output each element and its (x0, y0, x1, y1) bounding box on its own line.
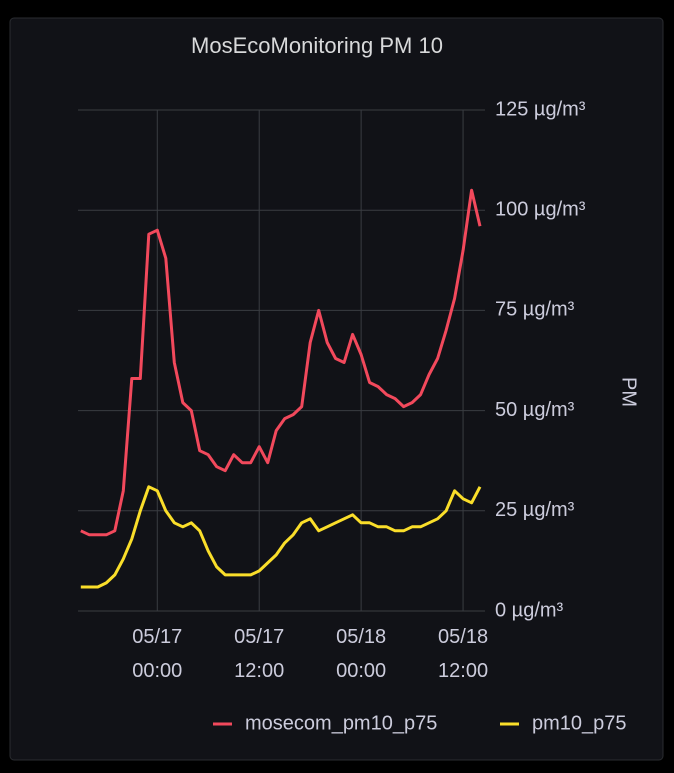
y-tick-label: 100 µg/m³ (495, 198, 586, 220)
legend-label: pm10_p75 (532, 712, 627, 734)
y-tick-label: 75 µg/m³ (495, 299, 575, 321)
series-line (80, 485, 482, 589)
y-tick-label: 0 µg/m³ (495, 599, 564, 621)
y-tick-label: 50 µg/m³ (495, 399, 575, 421)
chart-title: MosEcoMonitoring PM 10 (191, 33, 443, 58)
y-tick-label: 125 µg/m³ (495, 98, 586, 120)
y-tick-label: 25 µg/m³ (495, 499, 575, 521)
x-tick-label: 05/18 00:00 (336, 626, 386, 682)
y-axis-label: PM (618, 377, 640, 407)
x-tick-label: 05/18 12:00 (438, 626, 488, 682)
panel (9, 17, 664, 761)
legend-label: mosecom_pm10_p75 (245, 712, 437, 734)
x-tick-label: 05/17 12:00 (234, 626, 284, 682)
x-tick-label: 05/17 00:00 (132, 626, 182, 682)
series-line (80, 188, 482, 537)
